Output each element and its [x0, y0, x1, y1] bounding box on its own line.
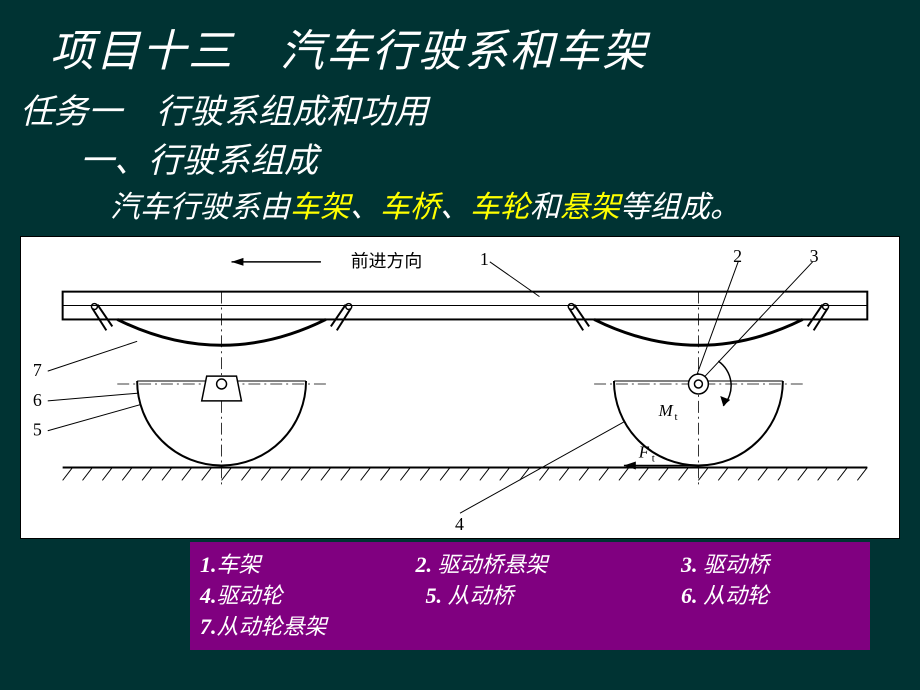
Ft-F: F: [638, 443, 650, 462]
legend-item: 3. 驱动桥: [681, 550, 769, 581]
subtitle-task: 任务一 行驶系组成和功用: [0, 79, 920, 133]
legend-item: 6. 从动轮: [681, 581, 769, 612]
legend-row-3: 7.从动轮悬架: [200, 612, 860, 643]
label-6: 6: [33, 390, 42, 410]
legend-item: 4.驱动轮: [200, 581, 420, 612]
hl-axle: 车桥: [380, 191, 440, 224]
left-wheel: [91, 292, 351, 486]
legend-item: 2. 驱动桥悬架: [416, 550, 676, 581]
legend-text: 从动桥: [442, 583, 514, 608]
label-5: 5: [33, 420, 42, 440]
legend-text: 车架: [217, 552, 261, 577]
Mt-M: M: [658, 401, 674, 420]
legend-num: 7.: [200, 614, 217, 639]
legend-text: 从动轮: [698, 583, 770, 608]
label-4: 4: [455, 514, 464, 534]
subtitle-section: 一、行驶系组成: [0, 133, 920, 182]
sep1: 、: [350, 191, 380, 224]
legend-num: 4.: [200, 583, 217, 608]
hl-frame: 车架: [290, 191, 350, 224]
label-7: 7: [33, 360, 42, 380]
legend-row-1: 1.车架 2. 驱动桥悬架 3. 驱动桥: [200, 550, 860, 581]
ground-hatch: [63, 467, 868, 480]
direction-label: 前进方向: [351, 251, 423, 271]
chassis-diagram: 前进方向 1 2 3 7 6 5 4: [20, 236, 900, 539]
right-wheel: M t F t: [568, 292, 828, 486]
main-title: 项目十三 汽车行驶系和车架: [0, 0, 920, 79]
legend-num: 5.: [426, 583, 443, 608]
legend-box: 1.车架 2. 驱动桥悬架 3. 驱动桥 4.驱动轮 5. 从动桥 6. 从动轮…: [190, 542, 870, 650]
legend-row-2: 4.驱动轮 5. 从动桥 6. 从动轮: [200, 581, 860, 612]
desc-suffix: 等组成。: [620, 191, 740, 224]
legend-item: 1.车架: [200, 550, 410, 581]
hl-wheel: 车轮: [470, 191, 530, 224]
legend-text: 从动轮悬架: [217, 614, 327, 639]
description-line: 汽车行驶系由车架、车桥、车轮和悬架等组成。: [0, 182, 920, 236]
Mt-t: t: [675, 411, 678, 423]
legend-text: 驱动轮: [217, 583, 283, 608]
legend-text: 驱动桥: [698, 552, 770, 577]
legend-num: 1.: [200, 552, 217, 577]
sep2: 、: [440, 191, 470, 224]
legend-num: 3.: [681, 552, 698, 577]
legend-num: 2.: [416, 552, 433, 577]
label-2: 2: [733, 246, 742, 266]
Ft-t: t: [652, 453, 655, 465]
label-3: 3: [810, 246, 819, 266]
legend-text: 驱动桥悬架: [432, 552, 548, 577]
legend-num: 6.: [681, 583, 698, 608]
label-1: 1: [480, 249, 489, 269]
sep3: 和: [530, 191, 560, 224]
legend-item: 7.从动轮悬架: [200, 612, 327, 643]
desc-prefix: 汽车行驶系由: [110, 191, 290, 224]
chassis-svg: 前进方向 1 2 3 7 6 5 4: [21, 237, 899, 538]
legend-item: 5. 从动桥: [426, 581, 676, 612]
hl-suspension: 悬架: [560, 191, 620, 224]
